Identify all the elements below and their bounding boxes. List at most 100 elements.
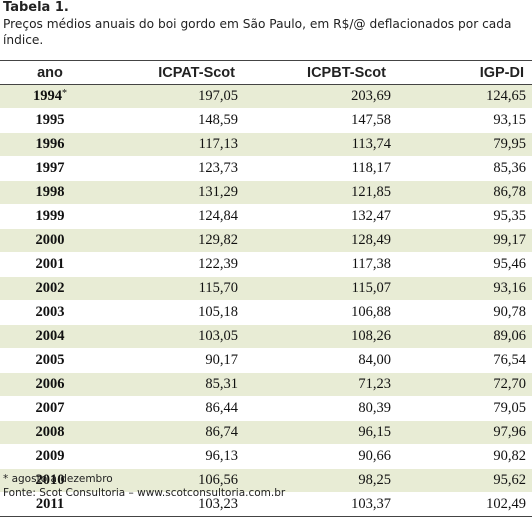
- header-icpat: ICPAT-Scot: [158, 64, 235, 81]
- cell-igp: 95,35: [408, 205, 532, 229]
- cell-icpat: 90,17: [100, 349, 255, 373]
- cell-icpat: 105,18: [100, 301, 255, 325]
- cell-igp-value: 95,62: [493, 472, 526, 488]
- cell-icpat-value: 85,31: [205, 376, 238, 392]
- table-header-row: ano ICPAT-Scot ICPBT-Scot IGP-DI: [0, 60, 532, 85]
- cell-icpbt-value: 132,47: [351, 208, 391, 224]
- cell-year: 2006: [0, 373, 100, 397]
- cell-icpbt: 71,23: [255, 373, 408, 397]
- cell-icpat-value: 123,73: [198, 160, 238, 176]
- table-row: 2008 86,74 96,15 97,96: [0, 420, 532, 445]
- cell-igp-value: 89,06: [493, 328, 526, 344]
- cell-icpbt: 84,00: [255, 349, 408, 373]
- table-row: 2001 122,39 117,38 95,46: [0, 253, 532, 277]
- cell-igp: 124,65: [408, 85, 532, 109]
- cell-icpat-value: 122,39: [198, 256, 238, 272]
- cell-icpbt: 90,66: [255, 445, 408, 469]
- cell-year: 2009: [0, 445, 100, 469]
- footnote: * agosto a dezembro: [3, 473, 113, 485]
- table-row: 1995 148,59 147,58 93,15: [0, 109, 532, 133]
- table-row: 2006 85,31 71,23 72,70: [0, 372, 532, 397]
- cell-igp-value: 79,05: [493, 400, 526, 416]
- cell-icpbt-value: 103,37: [351, 496, 391, 512]
- cell-igp-value: 102,49: [486, 496, 526, 512]
- cell-icpbt-value: 96,15: [358, 424, 391, 440]
- cell-igp-value: 79,95: [493, 136, 526, 152]
- cell-year: 2005: [0, 349, 100, 373]
- cell-igp: 93,16: [408, 277, 532, 301]
- cell-icpbt-value: 84,00: [358, 352, 391, 368]
- cell-igp-value: 93,16: [493, 280, 526, 296]
- cell-year-value: 2001: [35, 256, 65, 272]
- table-row: 2000 129,82 128,49 99,17: [0, 228, 532, 253]
- cell-icpat: 96,13: [100, 445, 255, 469]
- cell-icpat: 124,84: [100, 205, 255, 229]
- cell-icpat: 115,70: [100, 277, 255, 301]
- cell-year-value: 1997: [35, 160, 65, 176]
- cell-year: 2003: [0, 301, 100, 325]
- table-row: 2010 106,56 98,25 95,62: [0, 468, 532, 493]
- cell-icpat: 86,74: [100, 421, 255, 445]
- cell-year-value: 1994: [33, 88, 62, 104]
- table-row: 1996 117,13 113,74 79,95: [0, 132, 532, 157]
- cell-icpbt-value: 90,66: [358, 448, 391, 464]
- cell-igp: 97,96: [408, 421, 532, 445]
- cell-igp-value: 90,78: [493, 304, 526, 320]
- cell-icpat-value: 86,44: [205, 400, 238, 416]
- cell-icpat: 131,29: [100, 181, 255, 205]
- cell-year: 1996: [0, 133, 100, 157]
- table-row: 2007 86,44 80,39 79,05: [0, 397, 532, 421]
- cell-year-value: 1998: [35, 184, 65, 200]
- table-title: Tabela 1.: [3, 0, 69, 15]
- table-caption: Tabela 1. Preços médios anuais do boi go…: [3, 0, 529, 48]
- cell-icpbt: 121,85: [255, 181, 408, 205]
- cell-igp: 76,54: [408, 349, 532, 373]
- cell-igp: 79,95: [408, 133, 532, 157]
- cell-icpbt: 98,25: [255, 469, 408, 493]
- cell-year: 2010: [0, 469, 100, 493]
- cell-icpat: 122,39: [100, 253, 255, 277]
- cell-year-value: 2010: [35, 472, 65, 488]
- header-igp: IGP-DI: [479, 64, 524, 81]
- cell-igp: 79,05: [408, 397, 532, 421]
- cell-icpbt: 115,07: [255, 277, 408, 301]
- cell-icpat: 103,05: [100, 325, 255, 349]
- cell-igp: 72,70: [408, 373, 532, 397]
- cell-year-value: 2003: [35, 304, 65, 320]
- cell-icpat: 117,13: [100, 133, 255, 157]
- cell-icpbt-value: 113,74: [351, 136, 391, 152]
- cell-icpbt: 118,17: [255, 157, 408, 181]
- cell-year: 2001: [0, 253, 100, 277]
- cell-icpbt-value: 117,38: [351, 256, 391, 272]
- cell-icpat: 85,31: [100, 373, 255, 397]
- cell-year-value: 1995: [35, 112, 65, 128]
- table-description: Preços médios anuais do boi gordo em São…: [3, 17, 512, 47]
- cell-year-value: 2002: [35, 280, 65, 296]
- cell-year: 2007: [0, 397, 100, 421]
- cell-igp-value: 93,15: [493, 112, 526, 128]
- cell-icpbt-value: 203,69: [351, 88, 391, 104]
- cell-icpbt: 147,58: [255, 109, 408, 133]
- cell-igp-value: 86,78: [493, 184, 526, 200]
- cell-icpbt: 113,74: [255, 133, 408, 157]
- table-row: 2005 90,17 84,00 76,54: [0, 349, 532, 373]
- header-icpbt: ICPBT-Scot: [307, 64, 386, 81]
- cell-icpat-value: 129,82: [198, 232, 238, 248]
- cell-igp-value: 97,96: [493, 424, 526, 440]
- cell-igp: 95,46: [408, 253, 532, 277]
- cell-igp-value: 85,36: [493, 160, 526, 176]
- cell-icpbt-value: 98,25: [358, 472, 391, 488]
- cell-icpbt-value: 106,88: [351, 304, 391, 320]
- cell-icpat-value: 96,13: [205, 448, 238, 464]
- cell-icpat-value: 117,13: [198, 136, 238, 152]
- cell-icpbt: 132,47: [255, 205, 408, 229]
- table-row: 1999 124,84 132,47 95,35: [0, 205, 532, 229]
- cell-igp-value: 95,46: [493, 256, 526, 272]
- cell-igp-value: 72,70: [493, 376, 526, 392]
- cell-igp: 90,78: [408, 301, 532, 325]
- cell-icpat-value: 131,29: [198, 184, 238, 200]
- table-row: 1994* 197,05 203,69 124,65: [0, 84, 532, 109]
- cell-igp-value: 76,54: [493, 352, 526, 368]
- cell-icpbt-value: 118,17: [351, 160, 391, 176]
- cell-icpat-value: 124,84: [198, 208, 238, 224]
